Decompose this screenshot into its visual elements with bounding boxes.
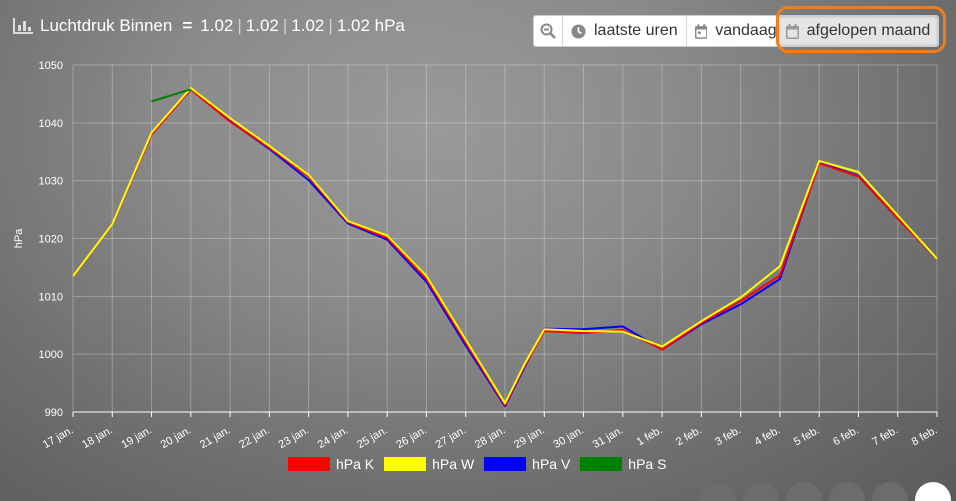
page-dot[interactable] [700, 482, 736, 501]
x-tick-label: 29 jan. [512, 424, 547, 451]
x-tick-label: 4 feb. [753, 424, 783, 448]
page-title: Luchtdruk Binnen [40, 16, 173, 35]
pagination-dots [700, 482, 956, 501]
x-tick-label: 19 jan. [119, 424, 154, 451]
page-dot[interactable] [829, 482, 865, 501]
y-tick-label: 1030 [39, 176, 63, 188]
x-tick-label: 6 feb. [831, 424, 861, 448]
summary-value-2: 1.02 [245, 16, 279, 35]
summary-value-3: 1.02 [291, 16, 325, 35]
x-tick-label: 23 jan. [277, 424, 312, 451]
legend-label-s: hPa S [628, 456, 667, 472]
y-tick-label: 1020 [39, 234, 63, 246]
x-tick-label: 20 jan. [159, 424, 194, 451]
bar-chart-icon [13, 18, 33, 34]
range-button-group: laatste uren vandaag afgelopen maand [533, 15, 940, 47]
legend-swatch-k [288, 457, 330, 471]
y-tick-label: 1000 [39, 349, 63, 361]
x-tick-label: 30 jan. [551, 424, 586, 451]
chart-legend: hPa K hPa W hPa V hPa S [288, 456, 676, 472]
x-tick-label: 28 jan. [473, 424, 508, 451]
y-tick-label: 1010 [39, 291, 63, 303]
calendar-icon [694, 23, 708, 39]
last-month-label: afgelopen maand [806, 22, 931, 39]
x-tick-label: 2 feb. [674, 424, 704, 448]
page-dot[interactable] [915, 482, 951, 501]
x-tick-label: 25 jan. [355, 424, 390, 451]
recent-hours-button[interactable]: laatste uren [563, 16, 687, 46]
x-tick-label: 27 jan. [434, 424, 469, 451]
legend-label-w: hPa W [432, 456, 475, 472]
x-tick-label: 24 jan. [316, 424, 351, 451]
x-tick-label: 26 jan. [394, 424, 429, 451]
y-tick-label: 990 [45, 407, 63, 419]
separator: | [237, 16, 242, 35]
x-tick-label: 17 jan. [41, 424, 76, 451]
page-dot[interactable] [872, 482, 908, 501]
x-tick-label: 8 feb. [910, 424, 940, 448]
x-tick-label: 5 feb. [792, 424, 822, 448]
zoom-icon [540, 23, 556, 39]
series-line-hpa-s [151, 88, 192, 103]
x-tick-label: 21 jan. [198, 424, 233, 451]
x-tick-label: 1 feb. [635, 424, 665, 448]
last-month-button[interactable]: afgelopen maand [777, 16, 939, 46]
separator: | [282, 16, 288, 35]
y-tick-label: 1050 [39, 60, 63, 72]
legend-item-v[interactable]: hPa V [484, 456, 570, 472]
legend-item-k[interactable]: hPa K [288, 456, 374, 472]
y-axis-label: hPa [13, 228, 25, 248]
legend-swatch-v [484, 457, 527, 471]
legend-swatch-w [384, 457, 427, 471]
series-line-hpa-w [72, 87, 938, 405]
calendar-icon [785, 23, 799, 39]
legend-item-s[interactable]: hPa S [580, 456, 666, 472]
equals-icon: = [182, 16, 193, 35]
legend-label-k: hPa K [336, 456, 375, 472]
legend-label-v: hPa V [532, 456, 571, 472]
recent-hours-label: laatste uren [594, 22, 678, 39]
x-tick-label: 3 feb. [713, 424, 743, 448]
page-dot[interactable] [786, 482, 822, 501]
zoom-reset-button[interactable] [534, 16, 563, 46]
legend-item-w[interactable]: hPa W [384, 456, 474, 472]
x-tick-label: 7 feb. [870, 424, 900, 448]
page-dot[interactable] [743, 482, 779, 501]
x-tick-label: 18 jan. [80, 424, 115, 451]
title-bar: Luchtdruk Binnen = 1.02 | 1.02 | 1.02 | … [12, 16, 405, 36]
y-tick-label: 1040 [39, 118, 63, 130]
x-tick-label: 31 jan. [591, 424, 626, 451]
legend-swatch-s [580, 457, 623, 471]
summary-value-1: 1.02 [200, 16, 234, 35]
summary-value-4: 1.02 hPa [336, 16, 405, 35]
today-label: vandaag [715, 22, 777, 39]
x-tick-label: 22 jan. [237, 424, 272, 451]
separator: | [328, 16, 333, 35]
clock-icon [571, 23, 586, 39]
